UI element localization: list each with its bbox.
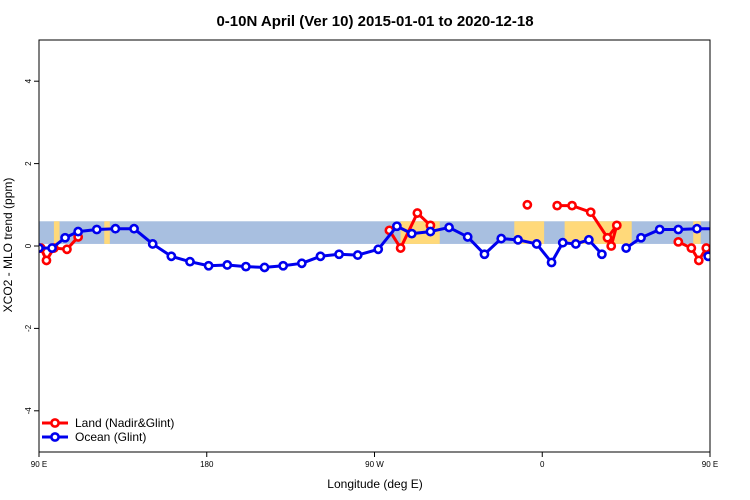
data-point <box>585 207 596 218</box>
series-line <box>725 238 738 250</box>
data-point <box>462 232 473 242</box>
data-point <box>513 234 523 245</box>
series-line <box>377 225 399 251</box>
axes: 90 E 180 90 W 0 90 E -4 -2 0 2 4 <box>24 78 718 469</box>
data-point <box>412 208 423 218</box>
y-tick-label: 2 <box>24 161 33 166</box>
x-tick-label: 90 W <box>365 460 384 469</box>
data-point <box>496 233 507 244</box>
data-point <box>47 243 57 253</box>
data-point <box>395 243 406 253</box>
series-ocean <box>39 221 732 273</box>
y-tick-label: -4 <box>24 407 33 415</box>
legend-marker <box>50 418 60 428</box>
x-tick-label: 90 E <box>31 460 47 469</box>
legend-marker <box>50 432 60 442</box>
y-tick-label: 4 <box>24 78 33 83</box>
data-point <box>673 236 684 247</box>
data-point <box>721 247 728 254</box>
land-segment <box>104 221 110 244</box>
data-point <box>73 226 84 237</box>
data-point <box>621 243 632 253</box>
data-point <box>315 251 326 262</box>
data-point <box>110 223 121 234</box>
y-tick-label: -2 <box>24 324 33 332</box>
data-point <box>596 249 607 260</box>
data-point <box>240 261 251 272</box>
series-line <box>589 211 609 239</box>
data-point <box>557 237 568 248</box>
data-point <box>693 255 704 266</box>
data-point <box>701 243 710 253</box>
data-point <box>91 224 102 235</box>
data-point <box>296 258 307 269</box>
data-point <box>278 260 289 271</box>
data-point <box>391 221 402 232</box>
data-point <box>60 232 70 243</box>
data-point <box>334 249 344 260</box>
data-point <box>222 260 233 270</box>
series-land <box>39 199 741 266</box>
data-point <box>611 220 622 231</box>
x-tick-label: 180 <box>200 460 214 469</box>
data-point <box>567 200 577 211</box>
data-point <box>583 234 594 245</box>
data-point <box>259 262 270 273</box>
data-point <box>406 228 417 239</box>
legend-label: Ocean (Glint) <box>75 430 146 444</box>
data-point <box>602 232 613 243</box>
data-point <box>531 239 542 249</box>
data-point <box>425 226 436 237</box>
legend-label: Land (Nadir&Glint) <box>75 416 174 430</box>
data-point <box>703 251 710 262</box>
data-point <box>552 200 563 211</box>
data-point <box>203 260 214 271</box>
data-point <box>41 255 52 266</box>
series-line <box>707 253 710 258</box>
data-point <box>673 224 684 235</box>
data-point <box>62 244 72 255</box>
land-segment <box>744 221 750 244</box>
y-tick-label: 0 <box>24 243 33 248</box>
data-point <box>636 232 646 243</box>
chart-title: 0-10N April (Ver 10) 2015-01-01 to 2020-… <box>216 13 533 30</box>
x-axis-label: Longitude (deg E) <box>327 477 422 491</box>
data-point <box>129 223 139 234</box>
data-point <box>686 243 697 253</box>
data-point <box>185 256 195 267</box>
data-point <box>373 244 384 255</box>
data-point <box>692 223 702 234</box>
data-point <box>712 225 719 232</box>
data-point <box>166 251 177 262</box>
data-point <box>444 222 454 233</box>
data-point <box>479 249 490 260</box>
data-point <box>725 240 732 247</box>
data-point <box>147 239 158 249</box>
data-point <box>570 239 581 249</box>
data-point <box>734 234 741 241</box>
legend: Land (Nadir&Glint)Ocean (Glint) <box>42 416 174 444</box>
data-point <box>522 199 533 210</box>
land-segment <box>53 221 60 244</box>
data-point <box>654 224 665 235</box>
series-layer <box>39 199 741 273</box>
x-tick-label: 0 <box>540 460 545 469</box>
series-line <box>716 229 729 244</box>
data-point <box>352 250 363 260</box>
data-point <box>546 257 557 268</box>
y-axis-label: XCO2 - MLO trend (ppm) <box>1 178 15 313</box>
data-point <box>606 241 617 251</box>
x-tick-label: 90 E <box>702 460 718 469</box>
